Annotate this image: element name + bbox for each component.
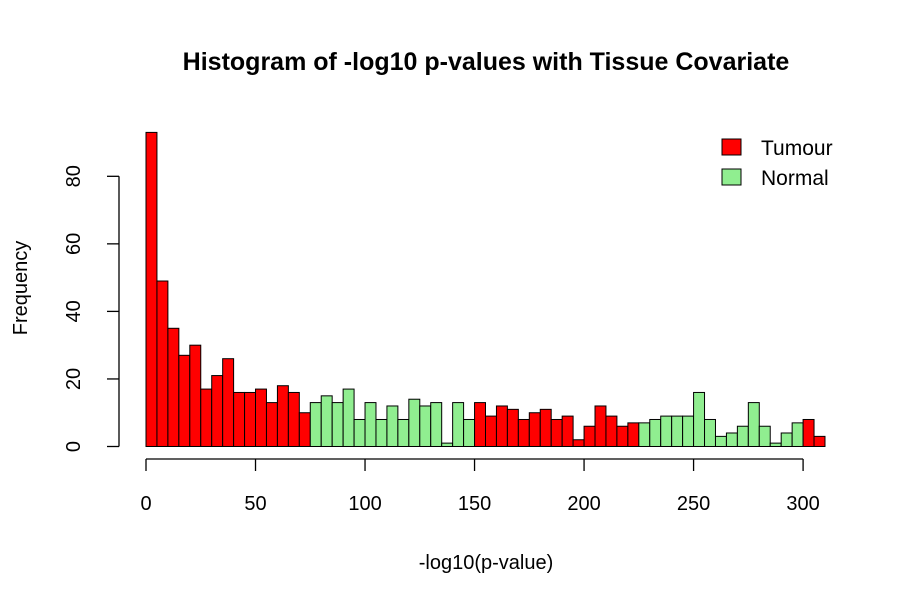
histogram-bar-tumour	[561, 415, 574, 448]
legend-swatch-normal	[721, 168, 742, 186]
histogram-bar-tumour	[167, 327, 180, 448]
histogram-bar-tumour	[528, 412, 541, 448]
y-tick-label: 40	[63, 300, 85, 322]
histogram-bar-normal	[725, 432, 738, 447]
histogram-bar-tumour	[287, 391, 300, 447]
histogram-bar-tumour	[616, 425, 629, 447]
histogram-bar-normal	[320, 395, 333, 447]
histogram-bar-tumour	[517, 418, 530, 448]
histogram-bar-tumour	[276, 385, 289, 447]
y-tick-label: 0	[63, 441, 85, 452]
histogram-bar-normal	[430, 402, 443, 447]
histogram-bar-normal	[386, 405, 399, 447]
legend: Tumour Normal	[721, 137, 833, 190]
histogram-bar-tumour	[298, 412, 311, 448]
x-axis-label: -log10(p-value)	[419, 552, 554, 574]
histogram-bar-tumour	[156, 280, 169, 448]
histogram-bar-normal	[342, 388, 355, 447]
histogram-bar-normal	[375, 418, 388, 448]
histogram-bars	[145, 131, 826, 448]
histogram-bar-tumour	[495, 405, 508, 447]
histogram-bar-normal	[780, 432, 793, 447]
histogram-bar-tumour	[211, 375, 224, 448]
histogram-bar-tumour	[627, 422, 640, 447]
y-axis-label: Frequency	[10, 241, 32, 336]
histogram-bar-tumour	[200, 388, 213, 447]
histogram-bar-normal	[419, 405, 432, 447]
legend-label-normal: Normal	[761, 167, 829, 190]
histogram-bar-normal	[736, 425, 749, 447]
histogram-bar-tumour	[605, 415, 618, 448]
histogram-bar-tumour	[222, 358, 235, 447]
histogram-bar-normal	[747, 402, 760, 447]
histogram-bar-tumour	[506, 408, 519, 448]
histogram-bar-normal	[682, 415, 695, 448]
histogram-bar-normal	[714, 435, 727, 447]
histogram-bar-tumour	[583, 425, 596, 447]
histogram-bar-tumour	[594, 405, 607, 447]
histogram-bar-tumour	[550, 418, 563, 448]
histogram-bar-tumour	[189, 344, 202, 447]
histogram-bar-tumour	[233, 391, 246, 447]
histogram-bar-normal	[660, 415, 673, 448]
y-tick-label: 20	[63, 368, 85, 390]
histogram-bar-normal	[441, 442, 454, 447]
histogram-bar-normal	[671, 415, 684, 448]
histogram-bar-normal	[408, 398, 421, 447]
histogram-bar-tumour	[802, 418, 815, 448]
y-axis: 0 20 40 60 80	[63, 165, 120, 452]
histogram-bar-normal	[331, 402, 344, 447]
legend-label-tumour: Tumour	[761, 137, 833, 160]
histogram-bar-tumour	[474, 402, 486, 447]
histogram-bar-normal	[704, 418, 716, 448]
x-tick-label: 100	[348, 493, 381, 515]
histogram-bar-tumour	[539, 408, 552, 448]
x-tick-label: 150	[458, 493, 491, 515]
x-tick-label: 0	[140, 493, 151, 515]
y-tick-label: 80	[63, 165, 85, 187]
histogram-bar-tumour	[244, 391, 257, 447]
y-tick-label: 60	[63, 233, 85, 255]
histogram-bar-normal	[693, 391, 706, 447]
x-tick-label: 50	[244, 493, 266, 515]
histogram-bar-tumour	[572, 439, 585, 447]
histogram-bar-normal	[638, 422, 651, 447]
x-tick-label: 300	[786, 493, 819, 515]
histogram-bar-tumour	[485, 415, 497, 448]
histogram-bar-normal	[309, 402, 322, 447]
histogram-bar-normal	[353, 418, 366, 448]
histogram-bar-tumour	[178, 354, 191, 447]
chart-title: Histogram of -log10 p-values with Tissue…	[183, 48, 790, 76]
histogram-bar-normal	[758, 425, 771, 447]
histogram-bar-tumour	[813, 435, 826, 447]
histogram-bar-normal	[769, 442, 782, 447]
legend-swatch-tumour	[721, 138, 742, 156]
histogram-bar-normal	[791, 422, 804, 447]
histogram-bar-normal	[364, 402, 377, 447]
x-tick-label: 200	[567, 493, 600, 515]
histogram-bar-tumour	[255, 388, 267, 447]
histogram-bar-tumour	[265, 402, 278, 447]
histogram-bar-normal	[397, 418, 410, 448]
x-tick-label: 250	[677, 493, 710, 515]
histogram-bar-normal	[452, 402, 465, 447]
histogram-bar-normal	[463, 418, 476, 448]
histogram-bar-normal	[649, 418, 662, 448]
histogram-bar-tumour	[145, 131, 158, 447]
x-axis: 0 50 100 150 200 250 300	[140, 458, 820, 515]
